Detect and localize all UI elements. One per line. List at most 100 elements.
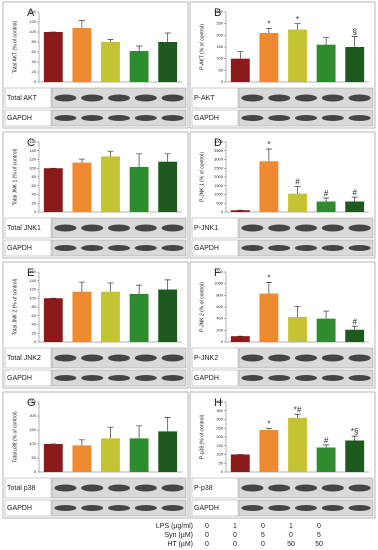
cell: 5: [261, 532, 265, 539]
cell: 5: [317, 532, 321, 539]
blot-label: GAPDH: [194, 375, 219, 382]
blot-band: [161, 115, 184, 121]
y-axis-label: Total JNK 2 (% of control): [12, 278, 18, 335]
blot-band: [295, 505, 317, 511]
blot-band: [108, 224, 130, 232]
blot-label-box: [4, 347, 52, 369]
error-bar: [107, 282, 114, 292]
bar: [101, 438, 120, 472]
error-bar: [136, 425, 143, 439]
y-tick-label: 100: [29, 29, 36, 34]
error-bar: [78, 281, 85, 292]
blot-band: [268, 354, 291, 362]
panel-frame: [189, 131, 376, 259]
y-tick-label: 60: [32, 49, 37, 54]
panel-letter: A: [27, 7, 35, 19]
error-bar: [351, 435, 358, 441]
y-axis-label: P-p38 (% of control): [199, 414, 205, 459]
panel-frame: [2, 391, 189, 519]
y-tick-label: 3500: [214, 148, 224, 153]
y-tick-label: 160: [29, 139, 36, 144]
bar: [345, 329, 365, 342]
y-tick-label: 20: [32, 330, 37, 335]
blot-label-box: [4, 369, 52, 387]
bar: [316, 447, 336, 472]
blot-band: [134, 354, 157, 362]
y-tick-label: 40: [32, 322, 37, 327]
y-tick-label: 250: [29, 399, 36, 404]
y-tick-label: 100: [29, 441, 36, 446]
blot-band: [81, 224, 104, 232]
blot-label: Total JNK2: [7, 355, 41, 362]
blot-label-box: [4, 477, 52, 499]
blot-label-box: [191, 109, 239, 127]
blot-label: GAPDH: [7, 505, 32, 512]
y-tick-label: 200: [29, 413, 36, 418]
blot-band: [295, 224, 317, 232]
bar: [129, 293, 149, 342]
blot-band: [134, 375, 157, 381]
y-tick-label: 150: [216, 443, 223, 448]
blot-label: P-p38: [194, 485, 213, 492]
bar: [72, 28, 92, 82]
y-tick-label: 0: [221, 209, 224, 214]
row-label: HT (µM): [167, 541, 193, 548]
blot-label: GAPDH: [7, 245, 32, 252]
error-bar: [323, 444, 330, 448]
significance-mark: *#: [294, 405, 302, 414]
significance-mark: #: [352, 317, 357, 326]
row-label: LPS (µg/ml): [156, 523, 193, 530]
bar: [288, 417, 307, 472]
blot-label: P-JNK2: [194, 355, 218, 362]
panel-frame: [2, 1, 189, 129]
blot-band: [161, 224, 184, 232]
error-bar: [164, 153, 171, 162]
blot-band: [348, 224, 371, 232]
blot-band: [348, 245, 371, 251]
blot-band: [241, 94, 264, 102]
blot-band: [134, 505, 157, 511]
blot-band: [321, 115, 344, 121]
y-tick-label: 200: [216, 32, 223, 37]
y-tick-label: 60: [32, 183, 37, 188]
y-tick-label: 50: [219, 67, 224, 72]
error-bar: [294, 23, 301, 30]
cell: 0: [205, 532, 209, 539]
blot-band: [348, 484, 371, 492]
blot-band: [268, 224, 291, 232]
blot-band: [108, 115, 130, 121]
bar: [101, 291, 120, 342]
y-tick-label: 800: [216, 292, 223, 297]
blot-band: [295, 94, 317, 102]
blot-band: [321, 375, 344, 381]
y-tick-label: 120: [29, 287, 36, 292]
y-tick-label: 0: [34, 79, 37, 84]
error-bar: [136, 153, 143, 167]
blot-label-box: [4, 239, 52, 257]
significance-mark: *: [267, 419, 270, 428]
panel-letter: D: [214, 137, 222, 149]
bar: [101, 156, 120, 212]
cell: 50: [315, 541, 323, 548]
blot-band: [348, 354, 371, 362]
blot-band: [54, 224, 77, 232]
significance-mark: #: [352, 188, 357, 197]
cell: 0: [261, 523, 265, 530]
blot-band: [241, 245, 264, 251]
blot-band: [241, 484, 264, 492]
blot-label-box: [191, 87, 239, 109]
blot-band: [268, 505, 291, 511]
error-bar: [323, 197, 330, 202]
blot-label: GAPDH: [7, 375, 32, 382]
blot-label-box: [191, 499, 239, 517]
blot-band: [321, 484, 344, 492]
bar: [345, 201, 365, 212]
blot-band: [295, 375, 317, 381]
blot-band: [321, 94, 344, 102]
bar: [129, 51, 149, 82]
y-tick-label: 60: [32, 313, 37, 318]
bar: [230, 336, 250, 342]
panel-letter: C: [27, 137, 35, 149]
bar: [288, 193, 307, 212]
